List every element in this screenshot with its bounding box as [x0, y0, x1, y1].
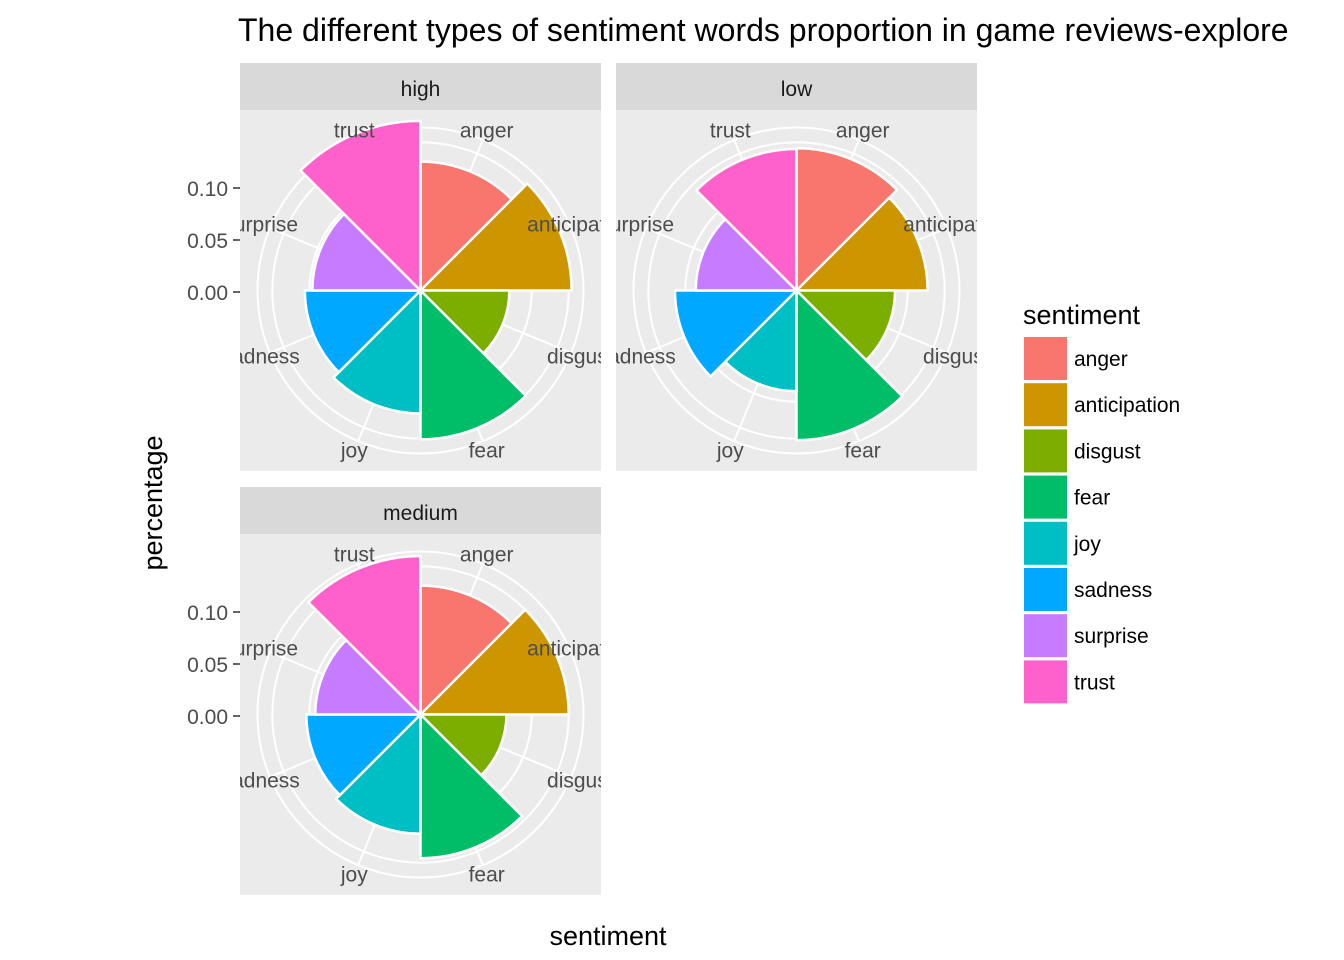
bar-surprise: [311, 212, 422, 292]
y-axis-title: percentage: [138, 435, 168, 570]
chart-title: The different types of sentiment words p…: [238, 12, 1289, 48]
legend-label-joy: joy: [1073, 533, 1101, 556]
bar-joy: [334, 713, 422, 836]
y-axis-bottom-row: 0.10 0.05 0.00: [187, 602, 240, 729]
bar-disgust: [419, 289, 511, 355]
category-label-disgust: disgust: [547, 770, 614, 793]
category-label-anticipation: anticipation: [903, 213, 1009, 236]
y-tick-label: 0.10: [187, 178, 228, 201]
strip-label-high: high: [401, 78, 441, 101]
bar-trust: [695, 147, 798, 292]
legend-title: sentiment: [1023, 300, 1141, 330]
bar-anticipation: [795, 196, 929, 292]
category-label-disgust: disgust: [547, 346, 614, 369]
panel-high: high anger anticipation disgust fear joy sadn…: [222, 63, 633, 471]
bar-anticipation: [419, 182, 573, 292]
legend: sentiment anger anticipation disgust fear jo…: [1023, 300, 1180, 704]
bar-joy: [332, 289, 422, 415]
legend-key-anticipation: [1024, 383, 1067, 427]
category-label-anger: anger: [460, 544, 514, 567]
category-label-fear: fear: [845, 439, 881, 462]
y-tick-label: 0.00: [187, 706, 228, 729]
category-label-joy: joy: [716, 439, 744, 462]
panel-medium: medium anger anticipation disgust fear joy sa…: [222, 487, 633, 895]
category-label-sadness: sadness: [598, 346, 676, 369]
bar-anger: [419, 584, 513, 716]
legend-label-anger: anger: [1074, 348, 1128, 371]
y-tick-label: 0.00: [187, 282, 228, 305]
plot-area-high: anger anticipation disgust fear joy sadness su…: [222, 110, 633, 471]
category-label-surprise: surprise: [223, 213, 298, 236]
category-label-surprise: surprise: [223, 637, 298, 660]
bar-surprise: [314, 638, 422, 716]
bar-sadness: [305, 713, 422, 797]
category-label-trust: trust: [334, 120, 375, 143]
category-label-sadness: sadness: [222, 346, 300, 369]
legend-key-anger: [1024, 337, 1067, 380]
category-label-disgust: disgust: [923, 346, 990, 369]
panel-low: low anger anticipation disgust fear joy sadne…: [598, 63, 1009, 471]
category-label-anticipation: anticipation: [527, 213, 633, 236]
legend-label-trust: trust: [1074, 671, 1115, 694]
bar-disgust: [419, 713, 508, 777]
strip-low: [616, 63, 977, 110]
legend-label-fear: fear: [1074, 487, 1110, 510]
bar-fear: [419, 713, 524, 860]
category-label-joy: joy: [340, 863, 368, 886]
category-label-anticipation: anticipation: [527, 637, 633, 660]
legend-label-sadness: sadness: [1074, 579, 1152, 602]
legend-key-fear: [1024, 475, 1067, 519]
bar-anger: [419, 160, 513, 292]
bar-joy: [724, 289, 798, 393]
legend-label-surprise: surprise: [1074, 625, 1149, 648]
category-label-sadness: sadness: [222, 770, 300, 793]
category-label-joy: joy: [340, 439, 368, 462]
strip-label-low: low: [781, 78, 813, 101]
category-label-surprise: surprise: [599, 213, 674, 236]
y-axis-top-row: 0.10 0.05 0.00: [187, 178, 240, 305]
bar-disgust: [795, 289, 897, 362]
legend-key-joy: [1024, 521, 1067, 565]
category-label-fear: fear: [469, 863, 505, 886]
bar-sadness: [673, 289, 798, 378]
category-label-trust: trust: [710, 120, 751, 143]
strip-medium: [240, 487, 601, 534]
plot-area-medium: anger anticipation disgust fear joy sadness su…: [222, 534, 633, 895]
legend-key-trust: [1024, 660, 1067, 704]
bar-anger: [795, 147, 899, 292]
bar-surprise: [694, 218, 798, 292]
category-label-fear: fear: [469, 439, 505, 462]
legend-key-disgust: [1024, 429, 1067, 473]
bar-fear: [419, 289, 528, 441]
bar-fear: [795, 289, 904, 442]
strip-high: [240, 63, 601, 110]
y-tick-label: 0.10: [187, 602, 228, 625]
strip-label-medium: medium: [383, 502, 458, 525]
legend-key-surprise: [1024, 614, 1067, 658]
legend-label-anticipation: anticipation: [1074, 394, 1180, 417]
category-label-anger: anger: [836, 120, 890, 143]
category-label-trust: trust: [334, 544, 375, 567]
grid-circle: [256, 550, 585, 879]
legend-label-disgust: disgust: [1074, 440, 1141, 463]
y-tick-label: 0.05: [187, 230, 228, 253]
bar-trust: [299, 119, 422, 292]
grid-circle: [632, 126, 961, 455]
y-tick-label: 0.05: [187, 654, 228, 677]
bar-anticipation: [419, 608, 570, 716]
bar-trust: [307, 554, 422, 716]
legend-key-sadness: [1024, 568, 1067, 611]
x-axis-title: sentiment: [549, 921, 667, 951]
plot-area-low: anger anticipation disgust fear joy sadness su…: [598, 110, 1009, 471]
category-label-anger: anger: [460, 120, 514, 143]
bar-sadness: [303, 289, 422, 374]
